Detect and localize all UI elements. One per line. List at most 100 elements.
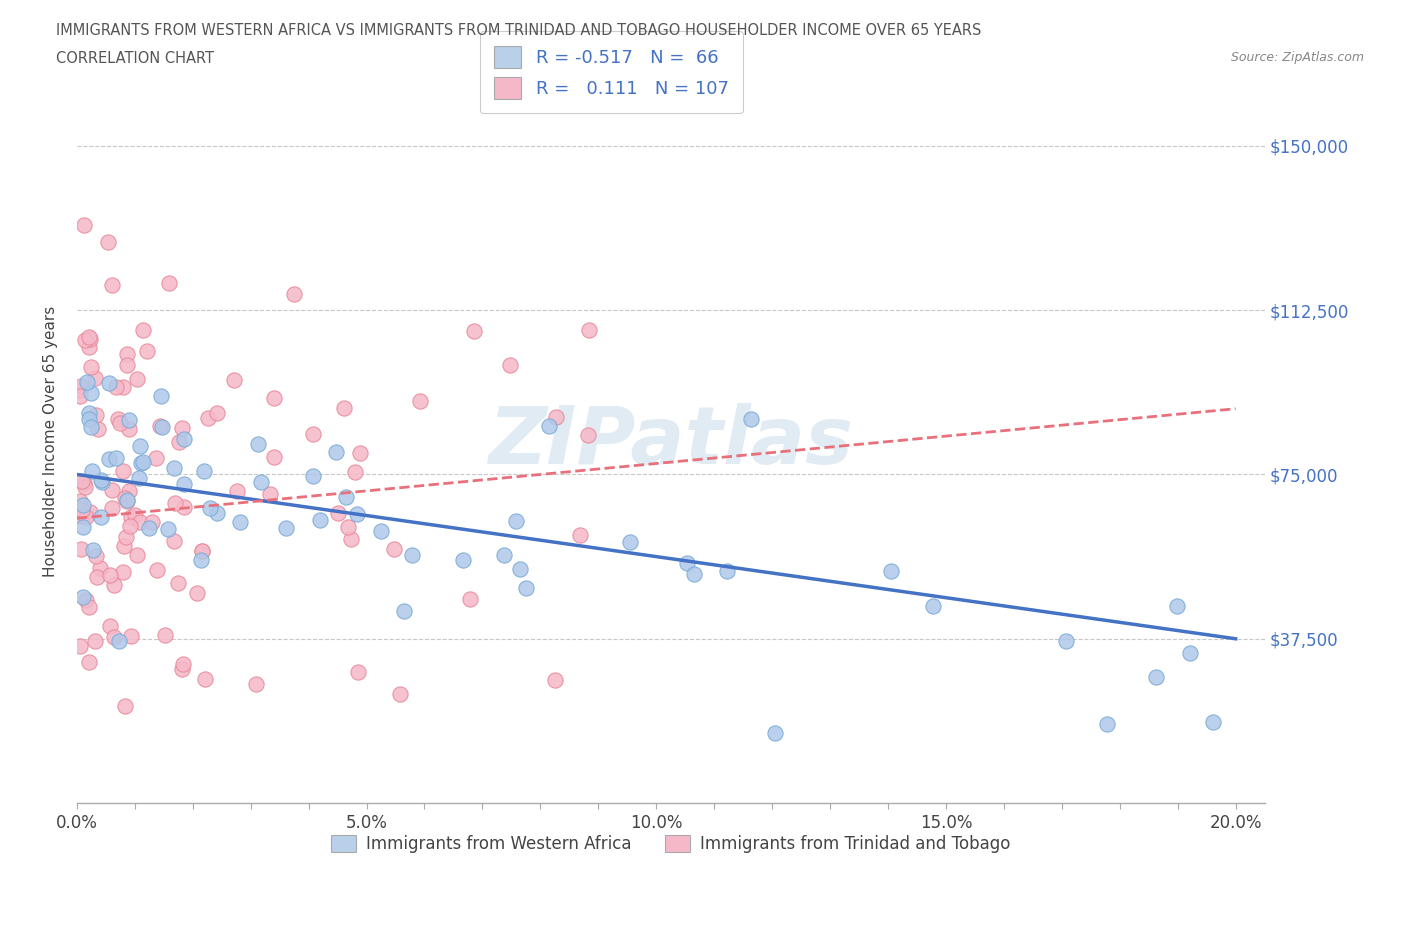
Point (118, 484, 141, 498)
Point (112, 379, 135, 394)
Point (98, 452, 121, 467)
Point (619, 535, 641, 550)
Point (173, 499, 195, 514)
Point (91, 475, 114, 490)
Point (80, 359, 103, 374)
Point (245, 677, 267, 692)
Point (120, 518, 142, 533)
Point (70, 541, 93, 556)
Point (115, 493, 138, 508)
Point (325, 445, 347, 459)
Point (1166, 598, 1188, 613)
Point (401, 547, 423, 562)
Point (138, 520, 160, 535)
Point (463, 324, 485, 339)
Point (167, 435, 190, 450)
Point (224, 373, 246, 388)
Point (131, 454, 153, 469)
Point (309, 513, 332, 528)
Point (98, 618, 121, 633)
Y-axis label: Householder Income Over 65 years: Householder Income Over 65 years (44, 306, 58, 578)
Point (389, 686, 412, 701)
Point (80, 419, 103, 434)
Point (343, 465, 366, 480)
Point (76, 374, 98, 389)
Point (740, 411, 762, 426)
Point (82, 464, 104, 479)
Point (117, 413, 139, 428)
Text: Source: ZipAtlas.com: Source: ZipAtlas.com (1230, 51, 1364, 64)
Point (515, 580, 537, 595)
Point (101, 277, 124, 292)
Point (145, 563, 167, 578)
Point (80, 386, 103, 401)
Point (72, 519, 94, 534)
Point (276, 520, 298, 535)
Point (1144, 670, 1167, 684)
Point (83, 370, 105, 385)
Point (250, 475, 273, 490)
Point (87, 421, 110, 436)
Point (108, 416, 131, 431)
Text: CORRELATION CHART: CORRELATION CHART (56, 51, 214, 66)
Point (163, 534, 186, 549)
Point (69, 389, 91, 404)
Point (675, 555, 697, 570)
Point (84, 408, 107, 423)
Point (1095, 717, 1118, 732)
Point (149, 418, 172, 433)
Point (77, 655, 100, 670)
Point (263, 450, 285, 465)
Point (77, 412, 100, 427)
Point (370, 524, 392, 538)
Point (247, 436, 270, 451)
Point (346, 664, 368, 679)
Point (167, 576, 190, 591)
Point (921, 598, 943, 613)
Point (716, 564, 738, 578)
Point (198, 500, 221, 515)
Point (72, 590, 94, 604)
Point (115, 357, 138, 372)
Point (84, 634, 107, 649)
Point (451, 552, 474, 567)
Point (103, 630, 125, 644)
Point (97, 234, 120, 249)
Point (117, 422, 139, 437)
Point (225, 484, 247, 498)
Point (69, 382, 91, 397)
Point (145, 450, 167, 465)
Point (114, 490, 136, 505)
Point (173, 476, 195, 491)
Point (82, 543, 104, 558)
Point (190, 544, 212, 559)
Point (172, 657, 194, 671)
Point (72, 502, 94, 517)
Point (229, 514, 252, 529)
Point (105, 450, 128, 465)
Point (70, 474, 93, 489)
Point (409, 394, 432, 409)
Point (128, 471, 150, 485)
Point (186, 586, 208, 601)
Point (259, 486, 281, 501)
Point (73, 480, 96, 495)
Point (197, 411, 219, 426)
Point (77, 405, 100, 420)
Point (302, 426, 325, 441)
Point (207, 405, 229, 420)
Point (75, 510, 97, 525)
Point (1202, 715, 1225, 730)
Point (492, 548, 515, 563)
Point (576, 428, 599, 443)
Point (880, 564, 903, 578)
Point (302, 469, 325, 484)
Point (263, 391, 285, 405)
Point (89, 560, 111, 575)
Point (79, 600, 101, 615)
Legend: Immigrants from Western Africa, Immigrants from Trinidad and Tobago: Immigrants from Western Africa, Immigran… (325, 829, 1017, 860)
Point (172, 662, 194, 677)
Point (333, 400, 356, 415)
Point (127, 372, 149, 387)
Text: IMMIGRANTS FROM WESTERN AFRICA VS IMMIGRANTS FROM TRINIDAD AND TOBAGO HOUSEHOLDE: IMMIGRANTS FROM WESTERN AFRICA VS IMMIGR… (56, 23, 981, 38)
